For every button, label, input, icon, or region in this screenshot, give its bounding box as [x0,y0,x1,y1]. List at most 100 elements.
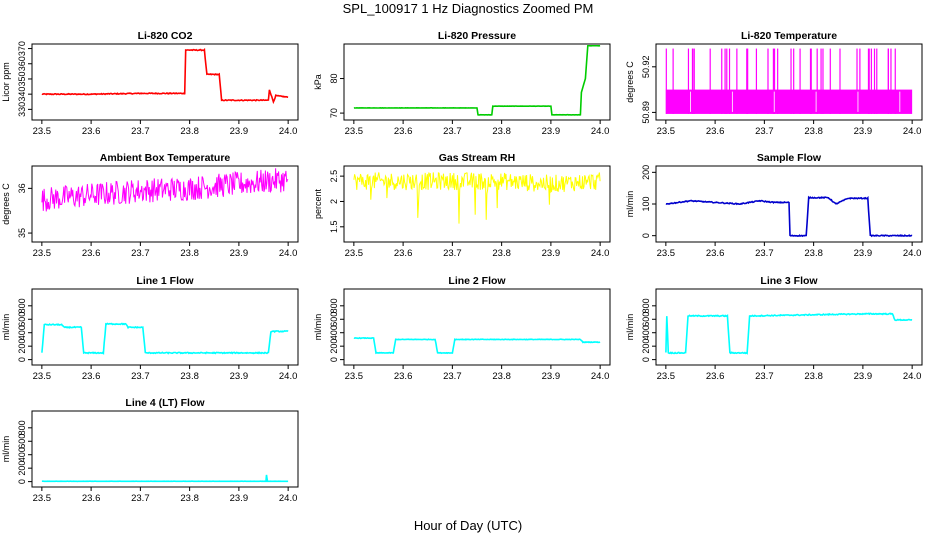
y-tick-label: 800 [641,298,651,313]
x-tick-label: 23.7 [755,371,774,382]
y-tick-label: 36 [17,183,27,193]
y-tick-label: 400 [17,447,27,462]
y-tick-label: 2.5 [329,170,339,183]
x-tick-label: 23.5 [33,248,52,259]
series-group [41,474,289,483]
y-tick-label: 600 [329,312,339,327]
chart-panel: Line 3 Flow ml/min 23.5 23.6 23.7 23.8 23.9 24.… [625,275,923,382]
x-tick-label: 23.7 [443,248,462,259]
series-group [665,48,913,114]
series-group [41,168,289,212]
chart-title: Sample Flow [757,152,822,164]
y-axis-label: ml/min [313,314,323,341]
figure-title: SPL_100917 1 Hz Diagnostics Zoomed PM [342,1,594,16]
x-tick-label: 23.5 [345,248,364,259]
x-tick-label: 23.6 [394,248,413,259]
x-tick-label: 23.6 [706,126,725,137]
chart-panel: Line 2 Flow ml/min 23.5 23.6 23.7 23.8 23.9 24.… [313,275,611,382]
x-tick-label: 23.7 [131,126,150,137]
plot-frame [343,43,611,121]
x-tick-label: 23.6 [706,371,725,382]
y-axis-label: degrees C [625,61,635,103]
x-tick-label: 23.7 [131,371,150,382]
y-axis-label: kPa [313,74,323,90]
x-tick-label: 23.9 [854,126,873,137]
chart-title: Line 3 Flow [760,275,818,287]
x-tick-label: 23.9 [854,248,873,259]
y-tick-label: 200 [17,339,27,354]
x-tick-label: 24.0 [591,126,610,137]
y-tick-label: 340 [17,87,27,102]
y-tick-label: 80 [329,74,339,84]
y-tick-label: 600 [17,434,27,449]
y-axis-label: Licor ppm [1,62,11,102]
x-tick-label: 23.7 [131,493,150,504]
x-tick-label: 24.0 [279,493,298,504]
x-tick-label: 24.0 [903,248,922,259]
x-tick-label: 23.5 [657,248,676,259]
chart-panel: Sample Flow ml/min 23.5 23.6 23.7 23.8 23.9 24.… [625,152,923,259]
series-band [665,89,913,114]
plot-frame [31,43,299,121]
plot-frame [655,43,923,121]
y-tick-label: 600 [17,312,27,327]
x-tick-label: 23.8 [492,126,511,137]
plot-frame [31,288,299,366]
series-line [353,336,601,355]
series-group [353,336,601,355]
y-tick-label: 200 [641,339,651,354]
x-tick-label: 23.6 [82,126,101,137]
chart-panel: Line 4 (LT) Flow ml/min 23.5 23.6 23.7 23.8 23… [1,397,299,504]
x-tick-label: 24.0 [279,126,298,137]
x-tick-label: 23.5 [33,126,52,137]
chart-title: Gas Stream RH [439,152,515,164]
plot-frame [343,165,611,243]
plot-frame [31,165,299,243]
series-line [41,47,289,105]
y-tick-label: 70 [329,108,339,118]
y-tick-label: 100 [641,196,651,211]
y-tick-label: 600 [641,312,651,327]
x-tick-label: 23.6 [82,493,101,504]
x-tick-label: 23.5 [33,493,52,504]
x-tick-label: 24.0 [903,126,922,137]
x-tick-label: 23.5 [33,371,52,382]
y-tick-label: 200 [329,339,339,354]
y-axis-label: percent [313,188,323,219]
y-tick-label: 0 [329,357,339,362]
plot-frame [31,410,299,488]
y-tick-label: 0 [17,357,27,362]
x-tick-label: 23.5 [345,126,364,137]
y-tick-label: 0 [641,357,651,362]
x-tick-label: 23.7 [131,248,150,259]
x-tick-label: 23.8 [804,126,823,137]
chart-title: Ambient Box Temperature [100,152,231,164]
y-tick-label: 200 [641,165,651,180]
x-tick-label: 23.5 [657,126,676,137]
y-tick-label: 400 [17,325,27,340]
y-tick-label: 800 [329,298,339,313]
x-tick-label: 23.9 [230,493,249,504]
y-tick-label: 50.89 [641,101,651,124]
series-line [41,168,289,212]
y-tick-label: 1.5 [329,221,339,234]
x-tick-label: 24.0 [279,248,298,259]
x-tick-label: 24.0 [279,371,298,382]
x-tick-label: 23.9 [542,126,561,137]
x-tick-label: 23.6 [82,248,101,259]
series-line [665,195,913,238]
y-axis-label: ml/min [1,436,11,463]
y-tick-label: 350 [17,71,27,86]
chart-panel: Li-820 Temperature degrees C 23.5 23.6 23.7 2… [625,30,923,137]
x-tick-label: 23.7 [443,371,462,382]
series-line [41,322,289,355]
series-group [665,312,913,355]
y-tick-label: 800 [17,420,27,435]
y-tick-label: 50.92 [641,56,651,79]
chart-title: Li-820 Temperature [741,30,837,42]
y-tick-label: 330 [17,102,27,117]
x-tick-label: 23.8 [804,371,823,382]
x-tick-label: 23.9 [230,126,249,137]
plot-frame [655,288,923,366]
